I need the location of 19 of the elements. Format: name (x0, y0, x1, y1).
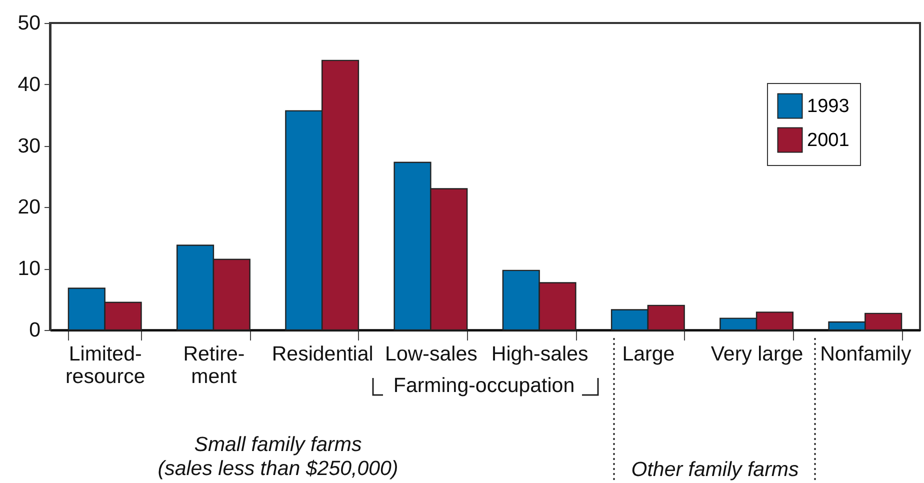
x-tick-label: Limited- resource (65, 342, 146, 388)
y-tick-label: 30 (18, 134, 40, 158)
text: Farming-occupation (393, 374, 575, 397)
legend-label: 2001 (807, 130, 850, 151)
x-tick-label: Residential (272, 342, 374, 366)
legend-label: 1993 (807, 96, 850, 117)
y-tick-label: 20 (18, 196, 40, 219)
text: Small family farms (sales less than $250,000) (158, 433, 398, 480)
y-tick-label: 50 (18, 12, 40, 34)
x-tick-label: Retire- ment (183, 342, 245, 388)
x-tick-label: Large (622, 342, 675, 366)
text: Other family farms (631, 458, 799, 481)
x-tick-label: Low-sales (385, 342, 478, 366)
y-tick-label: 10 (18, 257, 40, 280)
y-tick-label: 40 (18, 72, 40, 96)
x-tick-label: High-sales (491, 342, 588, 366)
y-tick-label: 0 (29, 318, 40, 342)
x-tick-label: Nonfamily (820, 342, 912, 366)
x-tick-label: Very large (710, 342, 804, 366)
